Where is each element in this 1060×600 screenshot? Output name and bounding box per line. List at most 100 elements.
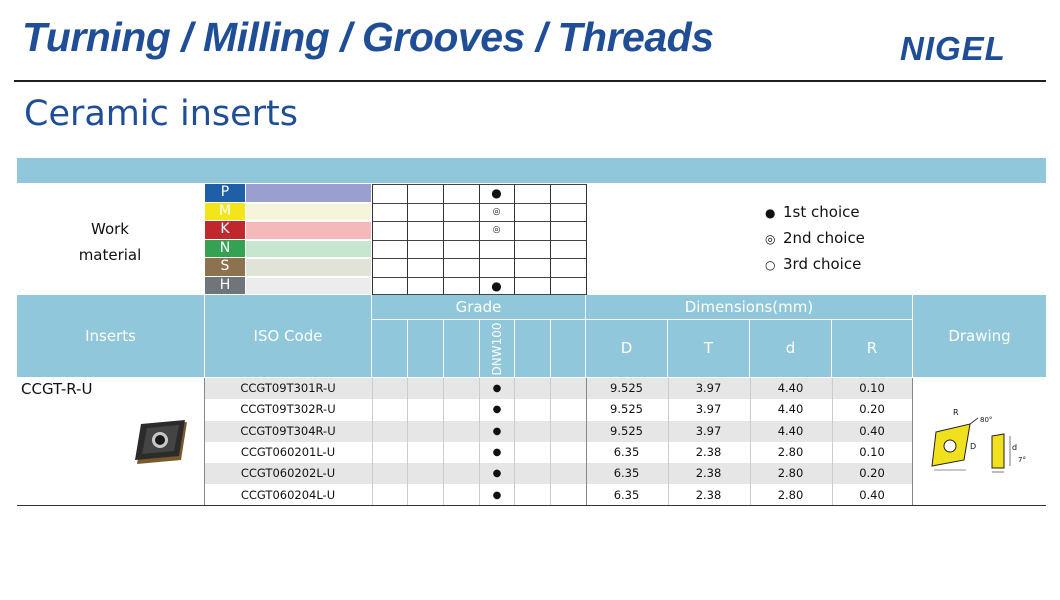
- table-cell-d: 4.40: [777, 402, 804, 416]
- header-divider: [14, 80, 1046, 82]
- table-col-divider: [479, 378, 480, 506]
- third-choice-icon: ○: [765, 258, 776, 272]
- page-header-title: Turning / Milling / Grooves / Threads: [22, 14, 714, 60]
- table-col-divider: [550, 378, 551, 506]
- table-cell-d: 9.525: [610, 381, 643, 395]
- table-cell-iso: CCGT060201L-U: [240, 445, 336, 459]
- table-col-divider: [912, 378, 913, 505]
- material-bar-k: [246, 221, 371, 239]
- table-col-divider: [443, 378, 444, 506]
- material-bar-n: [246, 239, 371, 257]
- table-col-divider: [832, 378, 833, 506]
- header-dim-d: d: [750, 320, 831, 377]
- table-row: CCGT09T301R-U ● 9.525 3.97 4.40 0.10: [205, 378, 912, 399]
- table-cell-r: 0.10: [859, 381, 885, 395]
- table-cell-grade: ●: [492, 383, 502, 394]
- material-grid-line: [479, 184, 480, 295]
- table-cell-iso: CCGT09T301R-U: [240, 381, 336, 395]
- material-grid-line: [586, 184, 587, 295]
- grade-col-divider: [407, 320, 408, 377]
- table-cell-r: 0.40: [859, 488, 885, 502]
- table-col-divider: [372, 378, 373, 506]
- legend-first-choice: ● 1st choice: [765, 203, 860, 221]
- insert-drawing: R 80° D d 7°: [930, 408, 1030, 478]
- material-letter-n: N: [205, 239, 245, 257]
- table-cell-d: 2.80: [777, 445, 804, 459]
- grade-col-divider: [550, 320, 551, 377]
- legend-label: 3rd choice: [783, 255, 862, 273]
- material-letter-h: H: [205, 276, 245, 294]
- table-cell-iso: CCGT09T302R-U: [240, 402, 336, 416]
- header-drawing: Drawing: [913, 295, 1046, 377]
- material-grid-line: [372, 184, 373, 295]
- table-cell-t: 2.38: [695, 445, 722, 459]
- insert-photo: [133, 418, 191, 470]
- brand-logo: NIGEL: [900, 30, 1006, 67]
- table-col-divider: [586, 378, 587, 506]
- table-cell-r: 0.10: [859, 445, 885, 459]
- insert-photo-graphic: [135, 420, 187, 464]
- material-grid-line: [514, 184, 515, 295]
- table-col-divider: [407, 378, 408, 506]
- drawing-label-R: R: [953, 408, 959, 417]
- first-choice-icon: ●: [765, 206, 776, 220]
- grade-col-divider: [514, 320, 515, 377]
- table-cell-grade: ●: [492, 447, 502, 458]
- insert-family-name: CCGT-R-U: [21, 380, 93, 398]
- header-dim-D: D: [586, 320, 667, 377]
- table-cell-iso: CCGT060202L-U: [240, 466, 336, 480]
- table-col-divider: [668, 378, 669, 506]
- legend-label: 1st choice: [783, 203, 860, 221]
- table-cell-r: 0.20: [859, 402, 885, 416]
- material-bar-m: [246, 202, 371, 220]
- material-choice-mark: ◎: [492, 206, 501, 217]
- table-cell-iso: CCGT060204L-U: [240, 488, 336, 502]
- legend-label: 2nd choice: [783, 229, 865, 247]
- table-cell-t: 3.97: [695, 402, 722, 416]
- second-choice-icon: ◎: [765, 232, 776, 246]
- material-bar-p: [246, 184, 371, 202]
- table-cell-t: 2.38: [695, 466, 722, 480]
- table-col-divider: [204, 378, 205, 505]
- header-dim-T: T: [668, 320, 749, 377]
- legend-third-choice: ○ 3rd choice: [765, 255, 861, 273]
- header-inserts: Inserts: [17, 295, 204, 377]
- material-letter-s: S: [205, 258, 245, 276]
- work-material-label-line2: material: [78, 246, 142, 264]
- material-letter-m: M: [205, 202, 245, 220]
- header-dim-R: R: [832, 320, 912, 377]
- table-cell-t: 3.97: [695, 424, 722, 438]
- header-iso-code: ISO Code: [205, 295, 371, 377]
- table-cell-d: 2.80: [777, 488, 804, 502]
- table-row: CCGT060201L-U ● 6.35 2.38 2.80 0.10: [205, 442, 912, 463]
- table-cell-r: 0.20: [859, 466, 885, 480]
- material-letter-k: K: [205, 221, 245, 239]
- drawing-label-angle: 80°: [980, 416, 993, 424]
- table-cell-d: 6.35: [613, 466, 640, 480]
- table-cell-grade: ●: [492, 468, 502, 479]
- table-cell-d: 2.80: [777, 466, 804, 480]
- table-col-divider: [750, 378, 751, 506]
- material-grid-line: [407, 184, 408, 295]
- table-row: CCGT09T302R-U ● 9.525 3.97 4.40 0.20: [205, 399, 912, 420]
- header-grade-name: DNW100: [490, 322, 504, 375]
- table-cell-grade: ●: [492, 490, 502, 501]
- section-title: Ceramic inserts: [24, 94, 299, 134]
- grade-col-divider: [479, 320, 480, 377]
- table-bottom-rule: [17, 505, 1046, 506]
- drawing-label-D: D: [970, 442, 977, 451]
- table-cell-d: 6.35: [613, 445, 640, 459]
- drawing-label-d: d: [1012, 443, 1018, 452]
- table-cell-d: 4.40: [777, 424, 804, 438]
- material-bar-h: [246, 276, 371, 294]
- material-choice-mark: ●: [491, 278, 502, 293]
- material-bar-s: [246, 258, 371, 276]
- table-row: CCGT060202L-U ● 6.35 2.38 2.80 0.20: [205, 463, 912, 484]
- material-grid-line: [443, 184, 444, 295]
- material-letter-p: P: [205, 184, 245, 202]
- table-cell-d: 4.40: [777, 381, 804, 395]
- table-row: CCGT09T304R-U ● 9.525 3.97 4.40 0.40: [205, 421, 912, 442]
- table-cell-t: 2.38: [695, 488, 722, 502]
- material-grid-line: [550, 184, 551, 295]
- table-cell-d: 6.35: [613, 488, 640, 502]
